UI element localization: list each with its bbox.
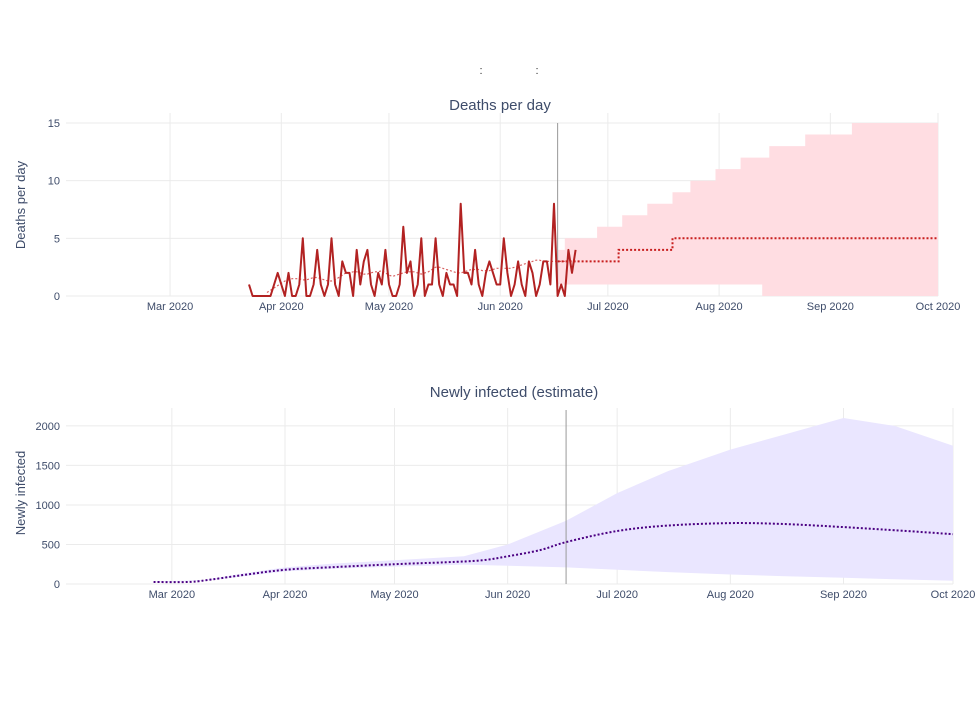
infected-chart-title: Newly infected (estimate) bbox=[430, 384, 598, 401]
deaths-lines-group bbox=[248, 123, 938, 297]
infected-x-tick-label: Aug 2020 bbox=[707, 589, 754, 601]
deaths-y-tick-label: 15 bbox=[48, 118, 60, 130]
infected-x-tick-label: Sep 2020 bbox=[820, 589, 867, 601]
deaths-y-tick-label: 0 bbox=[54, 291, 60, 303]
infected-x-tick-label: Apr 2020 bbox=[263, 589, 308, 601]
infected-lines-group bbox=[153, 410, 954, 584]
deaths-forecast-band bbox=[557, 123, 938, 296]
deaths-y-tick-label: 5 bbox=[54, 233, 60, 245]
deaths-y-axis-label: Deaths per day bbox=[13, 160, 28, 249]
infected-y-tick-label: 0 bbox=[54, 579, 60, 591]
deaths-x-tick-label: Mar 2020 bbox=[147, 301, 193, 313]
infected-band-group bbox=[153, 418, 954, 583]
deaths-x-tick-label: Jun 2020 bbox=[478, 301, 523, 313]
deaths-panel: Deaths per day Deaths per day Mar 2020 Ap… bbox=[13, 97, 960, 313]
deaths-x-tick-label: Jul 2020 bbox=[587, 301, 629, 313]
infected-panel: Newly infected (estimate) Newly infected… bbox=[13, 384, 975, 601]
infected-credible-band bbox=[153, 418, 954, 583]
deaths-x-tick-label: May 2020 bbox=[365, 301, 413, 313]
infected-ticks-group: Mar 2020 Apr 2020 May 2020 Jun 2020 Jul 2020… bbox=[36, 421, 976, 601]
infected-x-tick-label: Mar 2020 bbox=[149, 589, 195, 601]
infected-x-tick-label: Jul 2020 bbox=[596, 589, 638, 601]
infected-y-axis-label: Newly infected bbox=[13, 451, 28, 536]
deaths-observed-line bbox=[248, 202, 577, 297]
infected-y-tick-label: 500 bbox=[42, 539, 60, 551]
infected-y-tick-label: 1000 bbox=[36, 500, 60, 512]
deaths-forecast-band-group bbox=[557, 123, 938, 296]
deaths-y-tick-label: 10 bbox=[48, 176, 60, 188]
deaths-x-tick-label: Apr 2020 bbox=[259, 301, 304, 313]
infected-x-tick-label: Oct 2020 bbox=[931, 589, 976, 601]
deaths-chart-title: Deaths per day bbox=[449, 97, 551, 114]
figure-title-mark: : bbox=[535, 65, 538, 77]
infected-y-tick-label: 2000 bbox=[36, 421, 60, 433]
deaths-x-tick-label: Aug 2020 bbox=[696, 301, 743, 313]
deaths-x-tick-label: Oct 2020 bbox=[916, 301, 961, 313]
infected-median-line bbox=[153, 522, 954, 584]
infected-y-tick-label: 1500 bbox=[36, 460, 60, 472]
infected-x-tick-label: May 2020 bbox=[370, 589, 418, 601]
figure-title-mark: : bbox=[479, 65, 482, 77]
deaths-trend-line bbox=[266, 259, 565, 294]
deaths-ticks-group: Mar 2020 Apr 2020 May 2020 Jun 2020 Jul 2020… bbox=[48, 118, 961, 313]
infected-x-tick-label: Jun 2020 bbox=[485, 589, 530, 601]
deaths-x-tick-label: Sep 2020 bbox=[807, 301, 854, 313]
